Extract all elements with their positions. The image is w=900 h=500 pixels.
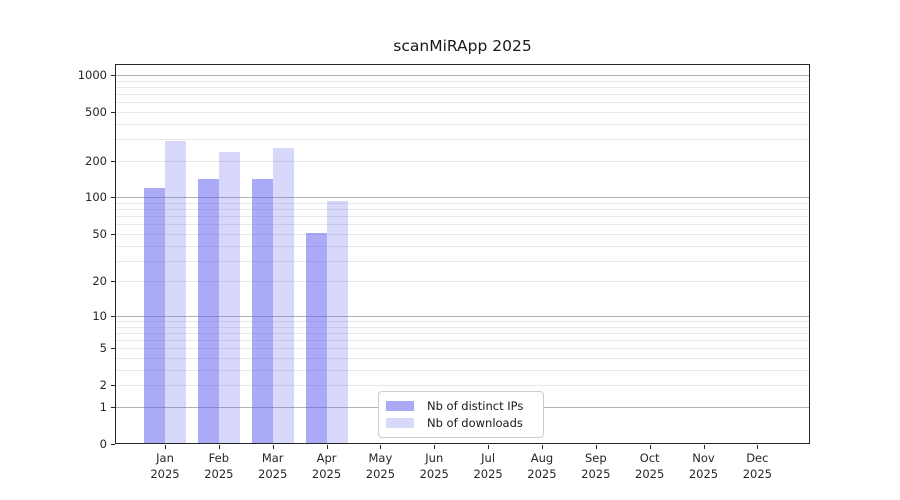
legend-swatch-downloads-icon: [386, 418, 414, 429]
gridline-minor: [115, 160, 810, 162]
x-tick-mark: [434, 445, 436, 449]
x-tick-label-nov: Nov 2025: [688, 451, 719, 481]
y-tick-mark: [111, 281, 115, 283]
gridline-major: [115, 197, 810, 199]
gridline-minor: [115, 260, 810, 262]
gridline-minor: [115, 369, 810, 371]
y-tick-mark: [111, 406, 115, 408]
x-tick-mark: [326, 445, 328, 449]
bar-nb-of-downloads-feb: [218, 152, 240, 444]
gridline-minor: [115, 348, 810, 350]
legend: Nb of distinct IPs Nb of downloads: [378, 391, 544, 438]
gridline-minor: [115, 321, 810, 322]
y-tick-mark: [111, 348, 115, 350]
x-tick-mark: [218, 445, 220, 449]
gridline-major: [115, 74, 810, 76]
x-tick-mark: [541, 445, 543, 449]
y-tick-label-500: 500: [85, 104, 107, 119]
gridline-minor: [115, 326, 810, 328]
bar-nb-of-distinct-ips-apr: [305, 232, 327, 444]
y-tick-label-200: 200: [85, 153, 107, 168]
y-tick-mark: [111, 315, 115, 317]
y-tick-mark: [111, 197, 115, 199]
gridline-minor: [115, 245, 810, 247]
y-tick-label-100: 100: [85, 190, 107, 205]
y-tick-mark: [111, 74, 115, 76]
legend-label-downloads: Nb of downloads: [427, 416, 523, 431]
y-tick-label-20: 20: [92, 274, 107, 289]
y-tick-label-50: 50: [92, 226, 107, 241]
x-tick-label-mar: Mar 2025: [258, 451, 288, 481]
legend-item-downloads: Nb of downloads: [386, 416, 537, 430]
x-tick-mark: [380, 445, 382, 449]
gridline-minor: [115, 233, 810, 235]
y-axis: 0 1 2 5 10 20 50 100 200 500 1000: [0, 64, 107, 451]
x-tick-label-jul: Jul 2025: [473, 451, 503, 481]
x-tick-mark: [649, 445, 651, 449]
x-tick-mark: [165, 445, 166, 449]
y-tick-label-5: 5: [99, 341, 107, 356]
legend-item-distinct-ips: Nb of distinct IPs: [386, 399, 537, 413]
gridline-minor: [115, 123, 810, 125]
x-tick-label-jun: Jun 2025: [419, 451, 449, 481]
gridline-minor: [115, 332, 810, 334]
gridline-minor: [115, 86, 810, 88]
x-tick-mark: [595, 445, 597, 449]
y-tick-label-1000: 1000: [77, 67, 107, 82]
x-tick-label-apr: Apr 2025: [311, 451, 342, 481]
gridline-minor: [115, 216, 810, 218]
legend-label-distinct-ips: Nb of distinct IPs: [427, 398, 524, 413]
y-tick-label-1: 1: [99, 399, 107, 414]
x-tick-label-dec: Dec 2025: [742, 451, 772, 481]
y-tick-label-10: 10: [92, 308, 107, 323]
x-tick-label-oct: Oct 2025: [635, 451, 665, 481]
y-tick-mark: [111, 444, 115, 445]
legend-swatch-ips-icon: [386, 400, 414, 411]
x-tick-label-may: May 2025: [365, 451, 396, 481]
gridline-minor: [115, 385, 810, 387]
x-tick-mark: [757, 445, 759, 449]
bar-nb-of-downloads-jan: [165, 140, 186, 444]
y-tick-mark: [111, 385, 115, 387]
gridline-minor: [115, 102, 810, 104]
bar-nb-of-downloads-apr: [326, 201, 348, 444]
bar-nb-of-downloads-mar: [272, 147, 294, 444]
y-tick-label-0: 0: [99, 437, 107, 451]
x-tick-label-feb: Feb 2025: [204, 451, 234, 481]
x-tick-mark: [703, 445, 705, 449]
x-tick-mark: [488, 445, 490, 449]
y-tick-label-2: 2: [99, 378, 107, 393]
y-tick-mark: [111, 160, 115, 162]
gridline-minor: [115, 209, 810, 211]
x-axis: Jan 2025 Feb 2025 Mar 2025 Apr 2025 May 2025 Jun 20…: [115, 450, 810, 490]
bar-nb-of-distinct-ips-jan: [144, 188, 165, 444]
gridline-minor: [115, 139, 810, 141]
bar-nb-of-distinct-ips-feb: [197, 178, 219, 444]
chart-title: scanMiRApp 2025: [393, 37, 532, 55]
x-tick-label-sep: Sep 2025: [581, 451, 611, 481]
gridline-major: [115, 315, 810, 317]
x-tick-label-jan: Jan 2025: [150, 451, 180, 481]
gridline-minor: [115, 281, 810, 283]
x-tick-label-aug: Aug 2025: [527, 451, 557, 481]
x-tick-mark: [272, 445, 274, 449]
gridline-minor: [115, 340, 810, 342]
y-tick-mark: [111, 111, 115, 113]
gridline-minor: [115, 358, 810, 360]
plot-area: [111, 64, 810, 449]
gridline-minor: [115, 224, 810, 226]
gridline-minor: [115, 203, 810, 205]
bar-nb-of-distinct-ips-mar: [251, 178, 273, 444]
gridline-minor: [115, 93, 810, 95]
gridline-minor: [115, 80, 810, 82]
y-tick-mark: [111, 233, 115, 235]
gridline-minor: [115, 111, 810, 113]
